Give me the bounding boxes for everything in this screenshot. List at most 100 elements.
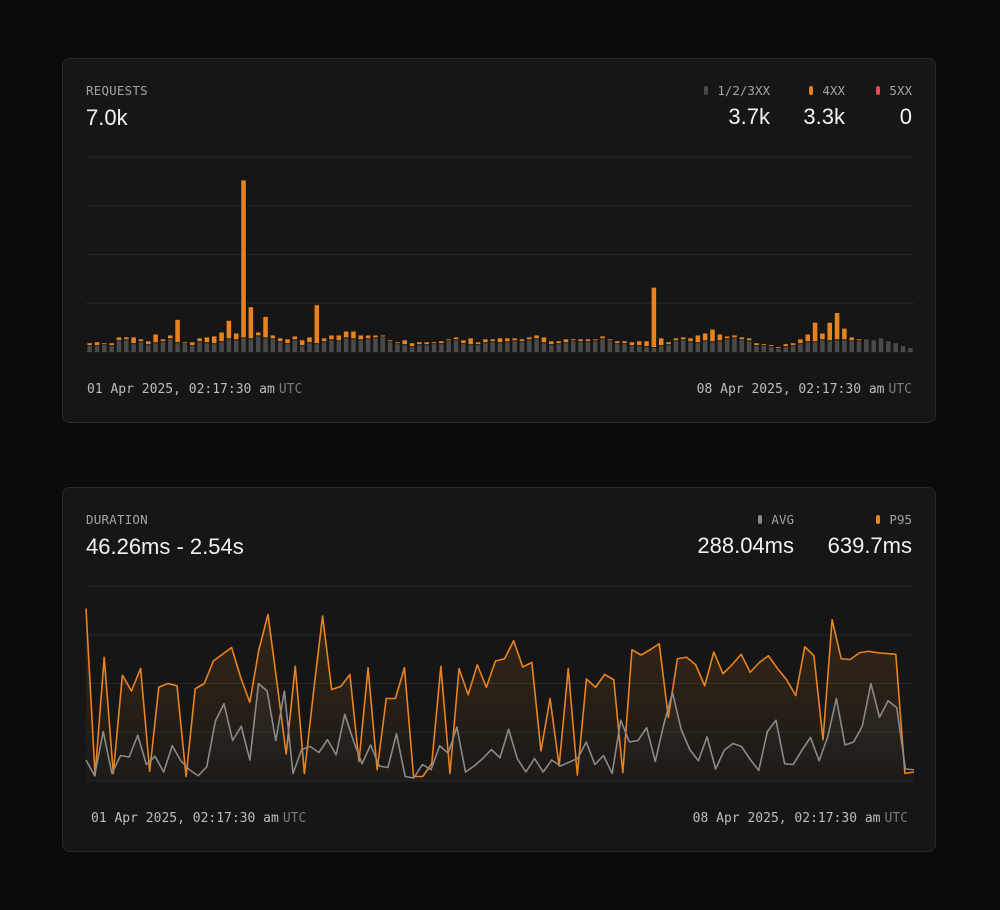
requests-legend: 1/2/3XX 3.7k 4XX 3.3k 5XX 0 <box>698 83 912 130</box>
bar-1-2-3xx <box>614 344 620 352</box>
bar-1-2-3xx <box>812 342 818 352</box>
bar-1-2-3xx <box>820 340 825 352</box>
bar-1-2-3xx <box>834 340 840 352</box>
bar-1-2-3xx <box>131 344 136 352</box>
legend-item-value: 288.04ms <box>697 533 794 558</box>
legend-item-5xx[interactable]: 5XX 0 <box>845 83 912 130</box>
bar-1-2-3xx <box>358 340 364 352</box>
bar-1-2-3xx <box>702 341 708 352</box>
bar-4xx <box>658 338 664 346</box>
bar-1-2-3xx <box>351 339 356 352</box>
legend-item-label: P95 <box>889 512 912 527</box>
bar-1-2-3xx <box>556 344 561 352</box>
bar-4xx <box>417 342 422 345</box>
bar-1-2-3xx <box>732 338 737 352</box>
bar-4xx <box>211 336 217 344</box>
bar-4xx <box>534 335 539 339</box>
bar-4xx <box>622 341 627 344</box>
bar-1-2-3xx <box>651 348 657 352</box>
bar-4xx <box>571 339 576 341</box>
bar-1-2-3xx <box>541 343 547 353</box>
bar-4xx <box>175 319 180 343</box>
bar-4xx <box>395 342 400 344</box>
bar-4xx <box>710 329 715 342</box>
series-line-p95 <box>85 608 915 778</box>
bar-4xx <box>666 342 671 345</box>
bar-4xx <box>131 337 136 344</box>
legend-item-4xx[interactable]: 4XX 3.3k <box>770 83 845 130</box>
bar-1-2-3xx <box>578 342 583 352</box>
bar-1-2-3xx <box>739 340 745 352</box>
bar-1-2-3xx <box>761 346 767 352</box>
bar-4xx <box>387 340 393 342</box>
bar-4xx <box>138 339 144 342</box>
bar-4xx <box>820 333 825 340</box>
bar-4xx <box>446 339 451 341</box>
bar-4xx <box>497 338 503 343</box>
bar-1-2-3xx <box>424 345 429 353</box>
bar-1-2-3xx <box>717 341 723 352</box>
bar-1-2-3xx <box>343 338 349 352</box>
legend-item-label: 5XX <box>889 83 912 98</box>
bar-4xx <box>321 338 327 342</box>
bar-1-2-3xx <box>842 340 847 352</box>
bar-1-2-3xx <box>417 345 422 353</box>
bar-1-2-3xx <box>776 349 781 352</box>
bar-1-2-3xx <box>710 342 715 352</box>
bar-4xx <box>732 335 737 338</box>
bar-4xx <box>146 341 151 345</box>
bar-1-2-3xx <box>754 346 759 352</box>
bar-4xx <box>307 337 312 343</box>
bar-4xx <box>439 341 444 344</box>
legend-item-label: 4XX <box>822 83 845 98</box>
bar-1-2-3xx <box>365 339 371 352</box>
requests-total: 7.0k <box>86 105 128 130</box>
bar-1-2-3xx <box>87 346 92 352</box>
bar-4xx <box>556 341 561 344</box>
bar-4xx <box>314 305 320 344</box>
bar-4xx <box>292 336 298 340</box>
bar-1-2-3xx <box>790 346 796 352</box>
bar-1-2-3xx <box>497 343 503 353</box>
bar-1-2-3xx <box>138 342 144 352</box>
bar-1-2-3xx <box>241 338 246 352</box>
bar-4xx <box>724 336 730 339</box>
legend-item-123xx[interactable]: 1/2/3XX 3.7k <box>698 83 770 130</box>
series-line-avg <box>85 682 915 779</box>
bar-4xx <box>739 337 745 340</box>
bar-4xx <box>226 320 232 339</box>
bar-1-2-3xx <box>439 344 444 352</box>
bar-4xx <box>754 343 759 346</box>
bar-4xx <box>461 340 466 344</box>
bar-1-2-3xx <box>263 338 268 352</box>
bar-1-2-3xx <box>871 340 876 352</box>
bar-4xx <box>270 335 276 339</box>
bar-1-2-3xx <box>768 347 774 353</box>
bar-1-2-3xx <box>270 339 276 352</box>
bar-1-2-3xx <box>277 342 283 352</box>
legend-item-p95[interactable]: P95 639.7ms <box>794 512 912 559</box>
bar-1-2-3xx <box>475 345 481 353</box>
bar-4xx <box>299 340 305 346</box>
bar-4xx <box>651 287 657 348</box>
legend-item-value: 3.7k <box>728 104 770 129</box>
bar-1-2-3xx <box>307 343 312 353</box>
x-axis-start-label: 01 Apr 2025, 02:17:30 am UTC <box>91 811 307 826</box>
bar-4xx <box>189 342 195 346</box>
bar-4xx <box>402 340 408 345</box>
bar-1-2-3xx <box>673 341 679 352</box>
legend-item-avg[interactable]: AVG 288.04ms <box>694 512 794 559</box>
x-axis-end-label: 08 Apr 2025, 02:17:30 am UTC <box>692 811 908 826</box>
bar-1-2-3xx <box>585 342 591 352</box>
bar-1-2-3xx <box>461 344 466 352</box>
duration-legend: AVG 288.04ms P95 639.7ms <box>694 512 912 559</box>
bar-1-2-3xx <box>409 347 415 353</box>
bar-4xx <box>717 334 723 341</box>
bar-4xx <box>673 338 679 341</box>
bar-1-2-3xx <box>373 338 378 352</box>
bar-4xx <box>527 337 532 340</box>
bar-1-2-3xx <box>864 339 869 352</box>
bar-1-2-3xx <box>175 343 180 353</box>
bar-4xx <box>204 337 210 343</box>
bar-4xx <box>776 347 781 349</box>
